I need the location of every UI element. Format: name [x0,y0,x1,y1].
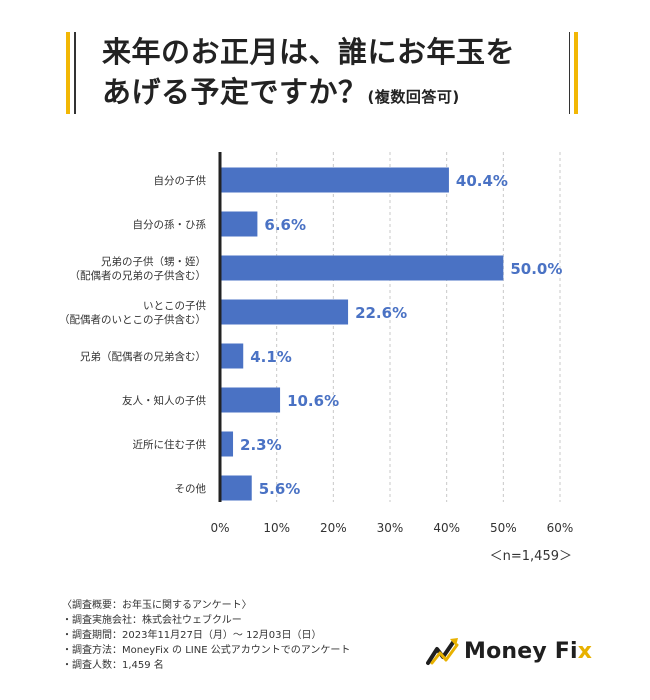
footer-heading: 〈調査概要：お年玉に関するアンケート〉 [62,600,252,611]
title-block: 来年のお正月は、誰にお年玉を あげる予定ですか？(複数回答可) [66,30,578,116]
value-label: 40.4% [456,172,508,190]
value-label: 5.6% [259,480,301,498]
survey-footer: 〈調査概要：お年玉に関するアンケート〉 ・調査実施会社：株式会社ウェブクルー ・… [62,598,350,673]
title-line-2: あげる予定ですか？(複数回答可) [102,72,572,117]
category-label: 近所に住む子供 [133,438,207,451]
title-right-rule [568,32,570,114]
value-label: 10.6% [287,392,339,410]
value-label: 50.0% [510,260,562,278]
title-right-bar [574,32,578,114]
bar [220,167,449,193]
title-line-2-main: あげる予定ですか？ [102,75,368,109]
logo-text-main: Money Fi [464,638,578,664]
x-tick-label: 30% [377,521,404,535]
x-tick-label: 20% [320,521,347,535]
category-label: 兄弟（配偶者の兄弟含む） [80,350,206,363]
value-label: 22.6% [355,304,407,322]
moneyfix-logo: Money Fix [426,634,592,668]
footer-line: ・調査実施会社：株式会社ウェブクルー [62,615,242,626]
footer-line: ・調査期間：2023年11月27日（月）～ 12月03日（日） [62,630,322,641]
x-tick-label: 50% [490,521,517,535]
category-label: その他 [175,482,207,495]
category-label: （配偶者のいとこの子供含む） [59,313,206,326]
logo-mark-icon [426,638,459,665]
bar [220,343,244,369]
sample-size-note: ＜n=1,459＞ [490,549,572,564]
bar-chart: 0% 10% 20% 30% 40% 50% 60% 40.4% 自分の子供 6.6% 自分の孫・ひ… [59,152,574,564]
value-label: 6.6% [264,216,306,234]
x-tick-label: 40% [433,521,460,535]
bar [220,255,504,281]
bar [220,475,252,501]
title-left-bar [66,32,70,114]
category-label: 兄弟の子供（甥・姪） [101,255,206,268]
logo-text-accent: x [577,638,593,664]
value-label: 4.1% [250,348,292,366]
bar [220,211,258,237]
bar [220,387,281,413]
title-line-2-note: (複数回答可) [367,88,460,106]
category-label: 自分の孫・ひ孫 [133,218,207,231]
category-label: 友人・知人の子供 [122,394,206,407]
category-label: いとこの子供 [143,299,206,312]
footer-line: ・調査方法：MoneyFix の LINE 公式アカウントでのアンケート [62,645,351,656]
bar [220,431,234,457]
category-label: （配偶者の兄弟の子供含む） [70,269,207,282]
x-tick-label: 60% [547,521,574,535]
chart-title: 来年のお正月は、誰にお年玉を あげる予定ですか？(複数回答可) [102,32,572,117]
x-tick-label: 10% [263,521,290,535]
logo-text: Money Fix [464,639,592,664]
footer-line: ・調査人数：1,459 名 [62,660,164,671]
title-left-rule [74,32,76,114]
category-label: 自分の子供 [154,174,207,187]
value-label: 2.3% [240,436,282,454]
bar [220,299,349,325]
title-line-1: 来年のお正月は、誰にお年玉を [102,35,516,69]
x-tick-label: 0% [210,521,229,535]
